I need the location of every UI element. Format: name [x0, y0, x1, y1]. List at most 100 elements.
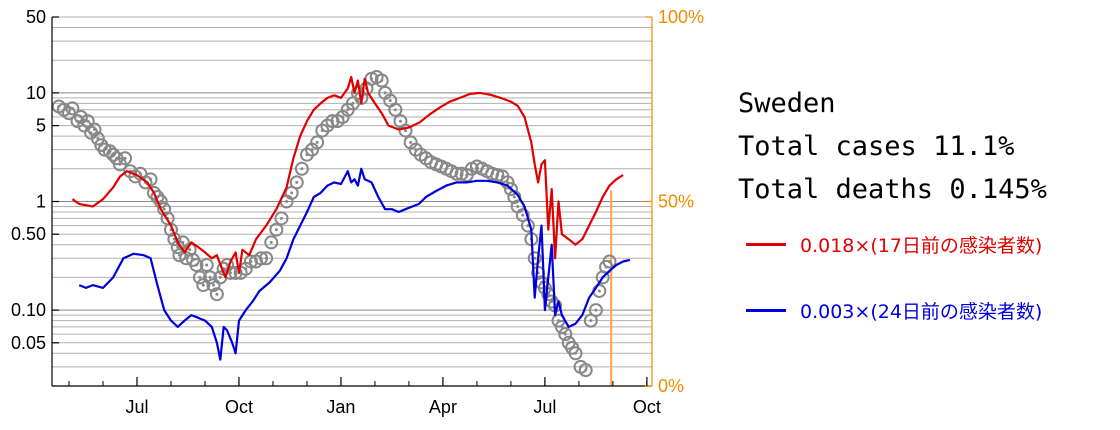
data-marker-dot — [380, 79, 384, 83]
data-marker-dot — [351, 101, 355, 105]
country-label: Sweden — [738, 88, 836, 119]
data-marker — [209, 287, 224, 302]
data-marker-dot — [521, 213, 525, 217]
data-marker-dot — [295, 180, 299, 184]
data-marker-dot — [584, 368, 588, 372]
data-marker-dot — [149, 177, 153, 181]
data-marker-dot — [269, 240, 273, 244]
data-marker — [259, 251, 274, 266]
data-marker — [179, 251, 194, 266]
data-marker — [199, 258, 214, 273]
data-marker-dot — [208, 275, 212, 279]
data-marker — [87, 122, 102, 137]
data-marker-dot — [194, 263, 198, 267]
right-tick-label: 0% — [658, 376, 684, 396]
data-marker — [568, 346, 583, 361]
right-tick-label: 50% — [658, 192, 694, 212]
data-marker-dot — [409, 140, 413, 144]
series-line-1 — [78, 167, 631, 361]
data-marker-dot — [383, 91, 387, 95]
legend-blue-label: 0.003×(24日前の感染者数) — [800, 301, 1043, 323]
data-marker-dot — [198, 275, 202, 279]
data-marker — [388, 102, 403, 117]
data-marker — [578, 363, 593, 378]
legend-red-label: 0.018×(17日前の感染者数) — [800, 235, 1043, 257]
x-tick-label: Apr — [429, 397, 457, 417]
data-marker-dot — [285, 200, 289, 203]
data-marker — [398, 123, 413, 138]
total-deaths-label: Total deaths 0.145% — [738, 174, 1047, 205]
data-marker-dot — [574, 351, 578, 355]
data-marker-dot — [533, 256, 537, 260]
x-tick-label: Jul — [125, 397, 148, 417]
chart-grid — [52, 16, 652, 387]
data-marker-dot — [211, 283, 215, 287]
data-marker-dot — [300, 167, 304, 171]
data-marker-dot — [597, 289, 601, 293]
left-tick-label: 10 — [26, 83, 46, 103]
data-marker-dot — [86, 119, 90, 123]
data-marker — [274, 211, 289, 226]
data-marker-dot — [310, 148, 314, 152]
data-marker — [558, 327, 573, 342]
x-tick-label: Jul — [533, 397, 556, 417]
data-marker — [602, 254, 617, 269]
data-marker-dot — [123, 156, 127, 160]
data-marker-dot — [205, 263, 209, 267]
data-marker-dot — [608, 260, 612, 264]
data-marker-dot — [215, 292, 219, 296]
right-tick-label: 100% — [658, 7, 704, 27]
x-tick-label: Oct — [225, 397, 253, 417]
left-tick-label: 1 — [36, 192, 46, 212]
data-marker-dot — [225, 263, 229, 267]
data-marker-dot — [159, 200, 163, 203]
data-marker-dot — [201, 283, 205, 287]
data-marker-dot — [516, 204, 520, 208]
left-tick-label: 0.50 — [11, 224, 46, 244]
data-marker-dot — [589, 319, 593, 323]
left-tick-label: 5 — [36, 116, 46, 136]
left-tick-label: 0.10 — [11, 300, 46, 320]
data-marker — [503, 182, 518, 197]
data-marker-dot — [465, 173, 469, 177]
data-marker-dot — [560, 325, 564, 329]
data-marker-dot — [244, 267, 248, 271]
data-marker-dot — [315, 140, 319, 144]
data-marker-dot — [393, 108, 397, 112]
x-tick-label: Jan — [326, 397, 355, 417]
data-marker-dot — [346, 108, 350, 112]
data-marker — [588, 303, 603, 318]
total-cases-label: Total cases 11.1% — [738, 131, 1015, 162]
data-marker — [146, 185, 161, 200]
data-marker-dot — [162, 207, 166, 211]
data-marker-dot — [341, 115, 345, 119]
data-marker — [189, 258, 204, 273]
data-marker — [264, 235, 279, 250]
data-marker — [73, 109, 88, 124]
data-marker — [118, 151, 133, 166]
left-tick-label: 0.05 — [11, 333, 46, 353]
x-tick-label: Oct — [633, 397, 661, 417]
data-marker — [192, 270, 207, 285]
data-marker-dot — [388, 99, 392, 103]
data-marker-dot — [274, 228, 278, 232]
data-marker-dot — [181, 240, 185, 244]
data-marker-dot — [404, 129, 408, 133]
data-marker — [203, 270, 218, 285]
data-marker-dot — [92, 128, 96, 132]
legend-red: 0.018×(17日前の感染者数) — [746, 231, 1042, 258]
data-marker-dot — [279, 216, 283, 220]
axis-ticks: 50 10 5 1 0.50 0.10 0.05 100% 50% 0% Jul Oct Jan Apr J… — [11, 7, 704, 417]
data-marker-dot — [70, 106, 74, 110]
data-marker-dot — [290, 191, 294, 195]
data-marker — [294, 161, 309, 176]
legend-red-swatch — [746, 243, 786, 246]
data-marker — [65, 101, 80, 116]
data-marker-dot — [218, 275, 222, 279]
data-marker-dot — [188, 248, 192, 252]
series-line-0 — [71, 75, 624, 279]
data-marker-dot — [398, 119, 402, 123]
data-marker-dot — [594, 308, 598, 312]
data-marker — [90, 131, 105, 146]
